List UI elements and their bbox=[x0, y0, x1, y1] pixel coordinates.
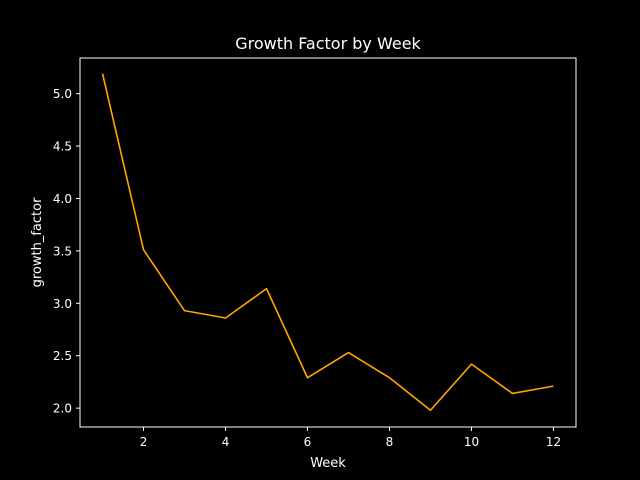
y-axis-ticks: 2.0 2.5 3.0 3.5 4.0 4.5 5.0 bbox=[53, 87, 80, 416]
y-tick-label: 3.0 bbox=[53, 297, 72, 311]
x-axis-title: Week bbox=[310, 456, 346, 471]
y-tick-label: 2.0 bbox=[53, 402, 72, 416]
chart-title: Growth Factor by Week bbox=[235, 34, 421, 53]
series-line bbox=[101, 73, 554, 412]
x-axis-ticks: 2 4 6 8 10 12 bbox=[140, 427, 561, 449]
x-tick-label: 8 bbox=[386, 435, 394, 449]
x-tick-label: 4 bbox=[222, 435, 230, 449]
x-tick-label: 12 bbox=[546, 435, 561, 449]
series-layer bbox=[101, 73, 554, 412]
y-tick-label: 5.0 bbox=[53, 87, 72, 101]
y-tick-label: 4.5 bbox=[53, 140, 72, 154]
x-tick-label: 10 bbox=[464, 435, 479, 449]
plot-area-frame bbox=[79, 57, 577, 428]
y-axis-title: growth_factor bbox=[30, 197, 45, 287]
y-tick-label: 4.0 bbox=[53, 192, 72, 206]
y-tick-label: 3.5 bbox=[53, 244, 72, 258]
y-tick-label: 2.5 bbox=[53, 349, 72, 363]
x-tick-label: 6 bbox=[304, 435, 312, 449]
x-tick-label: 2 bbox=[140, 435, 148, 449]
